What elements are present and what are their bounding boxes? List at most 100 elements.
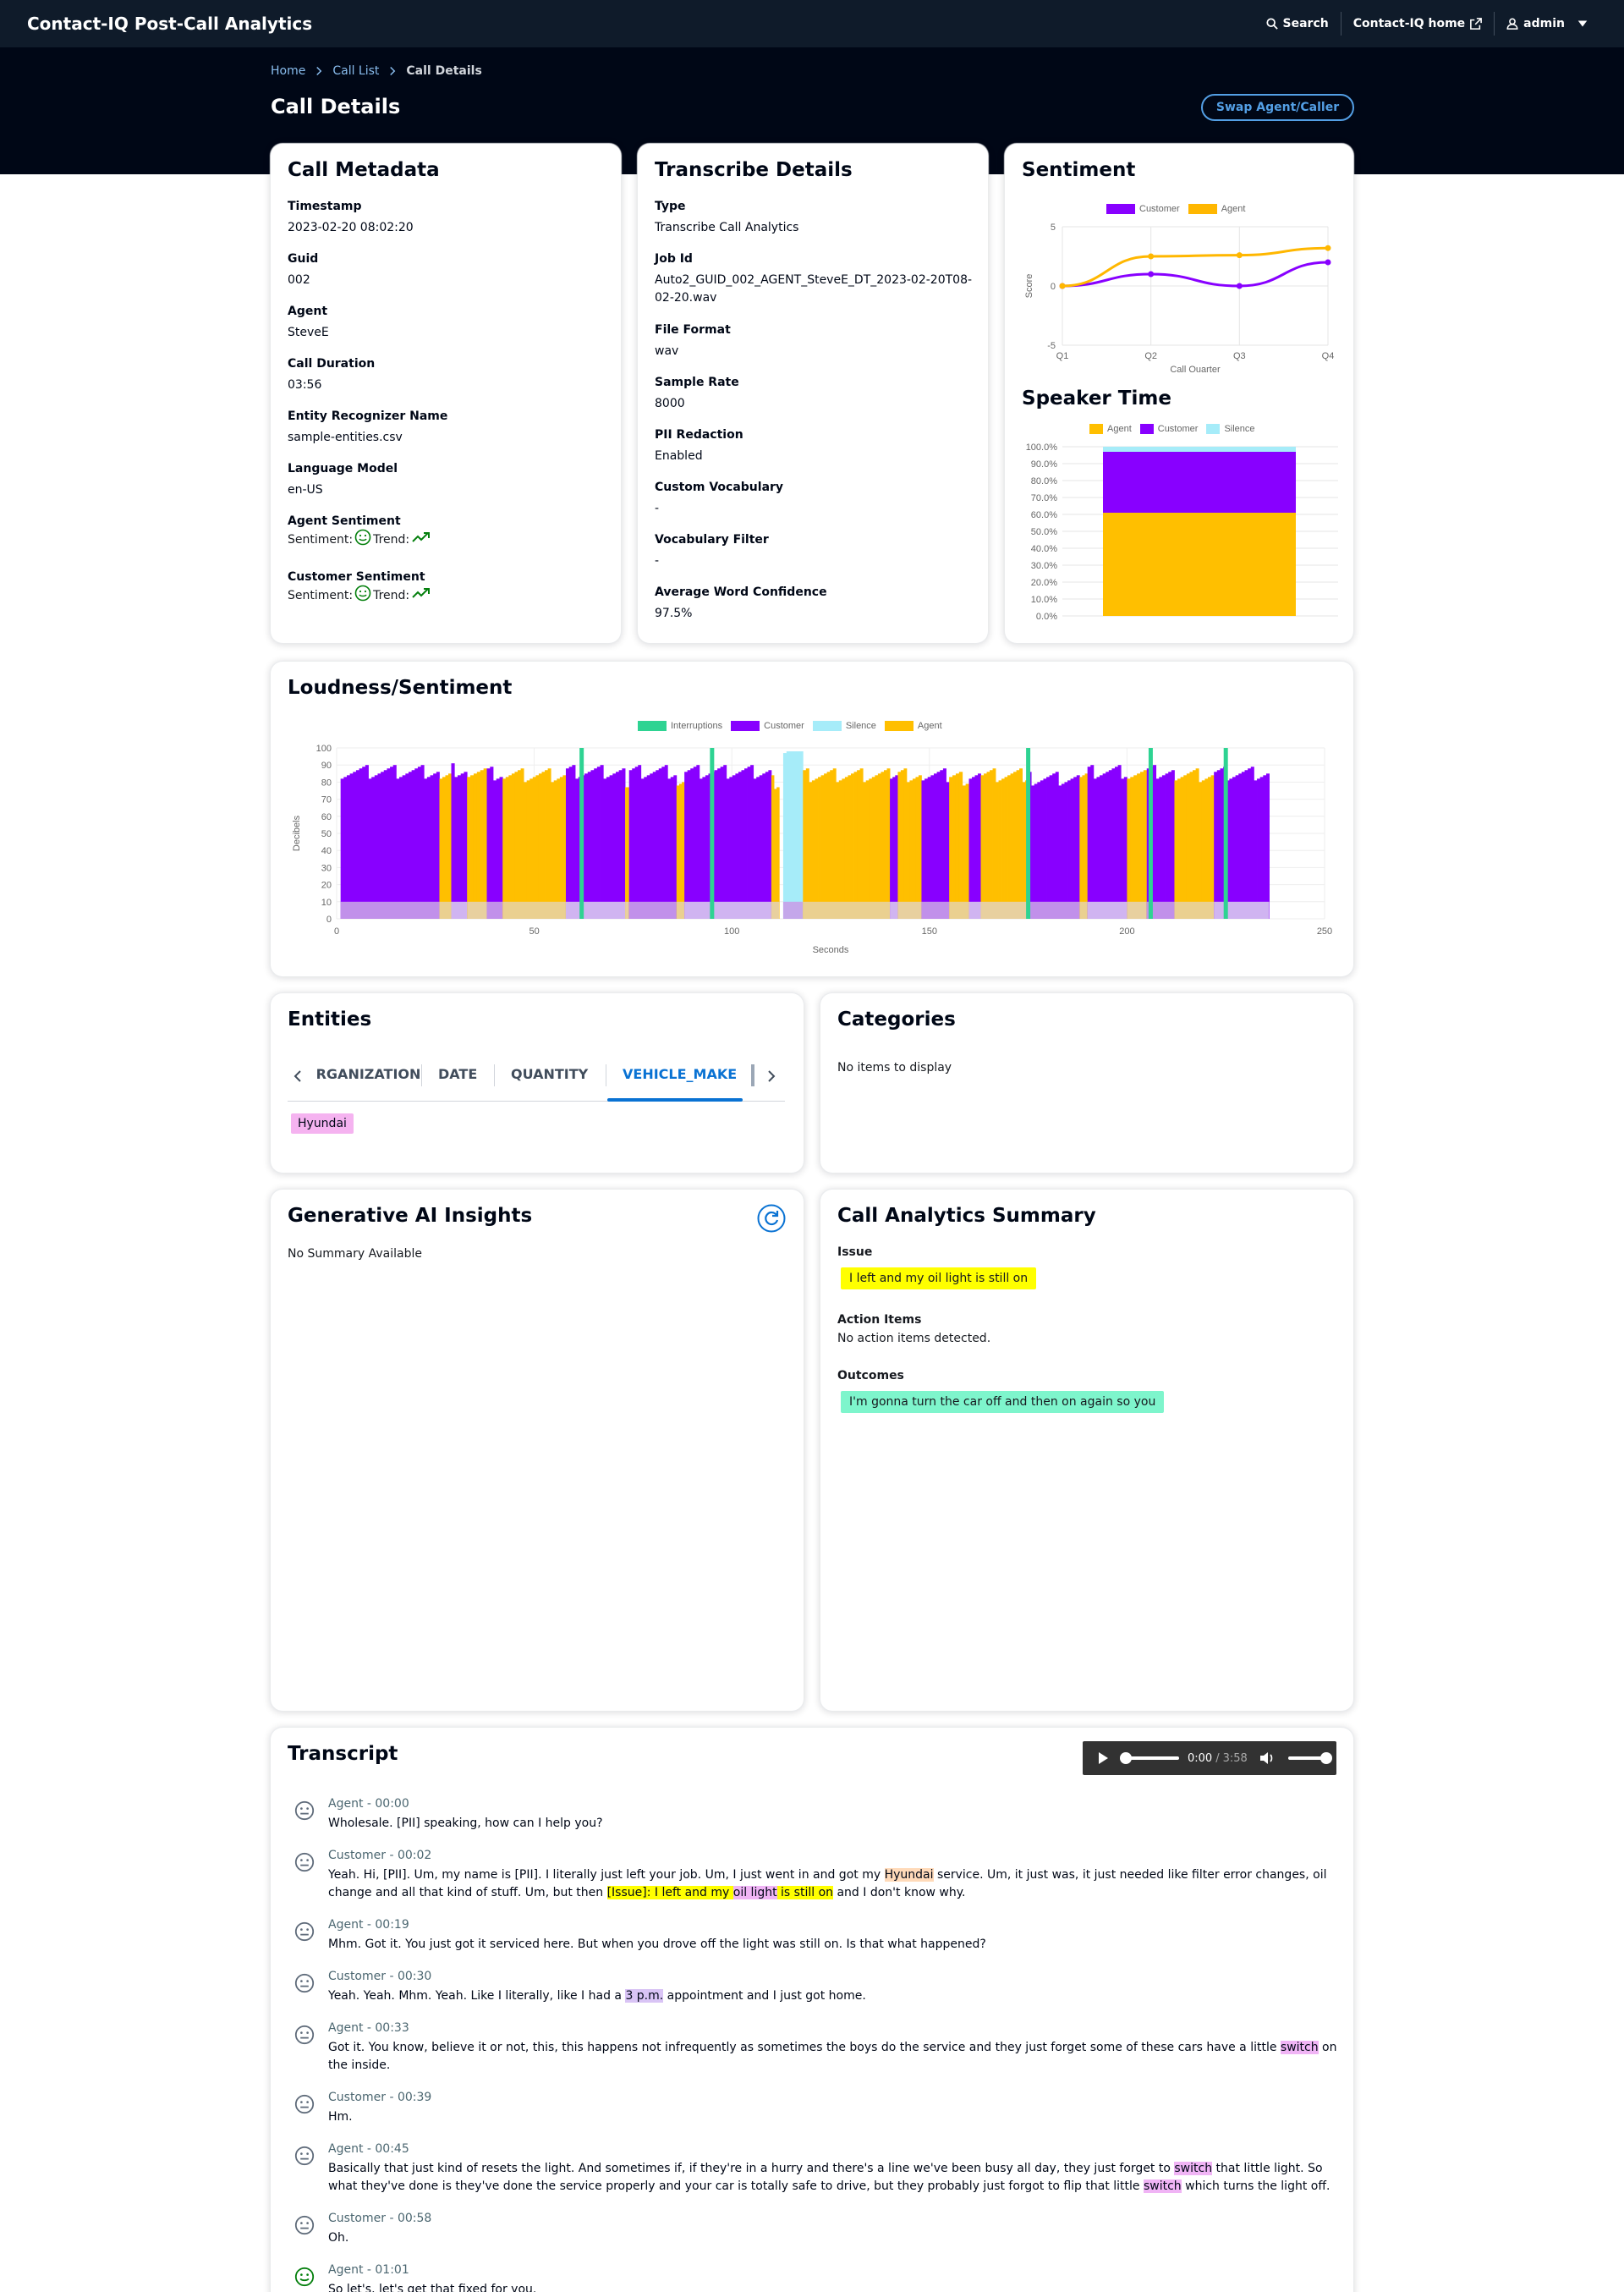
chevron-right-icon[interactable] <box>765 1069 778 1083</box>
legend-label: Agent <box>917 721 942 731</box>
loudness-bar <box>1004 777 1008 919</box>
breadcrumb-home[interactable]: Home <box>271 64 306 78</box>
utterance-text: Yeah. Yeah. Mhm. Yeah. Like I literally,… <box>328 1987 1343 2005</box>
transcript-turn: Agent - 00:00 Wholesale. [PII] speaking, … <box>294 1797 1309 1849</box>
seek-bar[interactable] <box>1120 1752 1179 1764</box>
speaker-timestamp[interactable]: Customer - 00:58 <box>328 2212 432 2225</box>
loudness-bar <box>765 772 769 919</box>
home-link[interactable]: Contact-IQ home <box>1340 12 1494 36</box>
loudness-bar <box>490 767 494 919</box>
tab-vehicle-make[interactable]: VEHICLE_MAKE <box>623 1066 738 1082</box>
loudness-bar <box>396 778 400 919</box>
search-label: Search <box>1282 17 1329 30</box>
loudness-bar <box>690 768 694 919</box>
play-icon[interactable] <box>1096 1751 1110 1765</box>
text-segment: Basically that just kind of resets the l… <box>328 2162 1175 2175</box>
search-link[interactable]: Search <box>1254 12 1341 36</box>
loudness-bar <box>682 782 685 919</box>
speaker-timestamp[interactable]: Agent - 00:00 <box>328 1797 409 1811</box>
legend-item-silence[interactable]: Silence <box>812 721 876 731</box>
y-tick-label: 90 <box>321 761 332 771</box>
field-file-format: File Format wav <box>655 323 731 360</box>
audio-player[interactable]: 0:00 / 3:58 <box>1083 1741 1336 1775</box>
tab-organization[interactable]: ORGANIZATION <box>316 1066 421 1082</box>
loudness-bar <box>559 777 563 919</box>
smile-icon <box>354 529 371 546</box>
card-title: Transcript <box>288 1743 398 1765</box>
loudness-bar <box>1058 785 1062 919</box>
legend-swatch <box>812 721 842 731</box>
neutral-face-icon <box>294 2146 315 2166</box>
legend-item-customer[interactable]: Customer <box>1139 424 1198 434</box>
home-label: Contact-IQ home <box>1352 17 1466 30</box>
loudness-bar <box>1121 778 1125 919</box>
field-value: wav <box>655 344 679 358</box>
loudness-bar <box>414 768 419 919</box>
loudness-bar <box>974 775 979 919</box>
speaker-timestamp[interactable]: Agent - 01:01 <box>328 2263 409 2277</box>
neutral-face-icon <box>294 1852 315 1872</box>
loudness-bar <box>551 782 555 919</box>
trend-up-icon <box>412 588 431 598</box>
loudness-bar <box>924 778 929 919</box>
loudness-bar <box>1090 765 1095 919</box>
loudness-bar <box>741 770 745 919</box>
chevron-left-icon[interactable] <box>291 1069 304 1083</box>
speaker-timestamp[interactable]: Agent - 00:19 <box>328 1918 409 1932</box>
loudness-bar <box>541 772 546 919</box>
text-segment: appointment and I just got home. <box>663 1989 866 2003</box>
legend-item-interruptions[interactable]: Interruptions <box>638 721 722 731</box>
loudness-bar <box>426 777 431 919</box>
loudness-bar <box>343 777 348 919</box>
text-segment: Yeah. Yeah. Mhm. Yeah. Like I literally,… <box>328 1989 626 2003</box>
legend-item-agent[interactable]: Agent <box>884 721 942 731</box>
legend-item-agent[interactable]: Agent <box>1089 424 1132 434</box>
text-segment: Mhm. Got it. You just got it serviced he… <box>328 1937 986 1951</box>
loudness-bar <box>815 778 819 919</box>
speaker-timestamp[interactable]: Agent - 00:33 <box>328 2021 409 2035</box>
volume-handle[interactable] <box>1320 1752 1332 1764</box>
loudness-bar <box>638 765 642 919</box>
loudness-bar <box>424 778 428 919</box>
utterance-text: Mhm. Got it. You just got it serviced he… <box>328 1936 1343 1954</box>
legend-item-silence[interactable]: Silence <box>1206 424 1255 434</box>
loudness-bar <box>1070 778 1074 919</box>
interruption-marker <box>1026 748 1031 919</box>
loudness-bar <box>978 773 981 919</box>
speaker-timestamp[interactable]: Customer - 00:30 <box>328 1970 432 1983</box>
legend-item-customer[interactable]: Customer <box>731 721 804 731</box>
legend-swatch <box>1106 204 1135 214</box>
volume-slider[interactable] <box>1287 1752 1332 1764</box>
field-value: en-US <box>288 483 323 497</box>
speaker-timestamp[interactable]: Customer - 00:02 <box>328 1849 432 1862</box>
seek-handle[interactable] <box>1120 1752 1132 1764</box>
loudness-bar <box>368 778 372 919</box>
breadcrumb-call-list[interactable]: Call List <box>332 64 380 78</box>
legend-item-customer[interactable]: Customer <box>1106 204 1180 214</box>
issue-badge: I left and my oil light is still on <box>841 1267 1037 1289</box>
loudness-bar <box>776 787 780 919</box>
app-title[interactable]: Contact-IQ Post-Call Analytics <box>27 14 313 34</box>
tab-date[interactable]: DATE <box>438 1066 478 1082</box>
y-tick-label: 30.0% <box>1031 561 1057 571</box>
volume-icon[interactable] <box>1259 1751 1275 1765</box>
speaker-timestamp[interactable]: Customer - 00:39 <box>328 2091 432 2104</box>
loudness-bar <box>720 767 724 919</box>
text-segment: on the inside. <box>328 2041 1337 2072</box>
swap-agent-caller-button[interactable]: Swap Agent/Caller <box>1201 94 1354 121</box>
field-label: PII Redaction <box>655 428 743 442</box>
user-menu[interactable]: admin <box>1494 12 1600 36</box>
legend-item-agent[interactable]: Agent <box>1188 204 1245 214</box>
loudness-bar <box>958 772 963 919</box>
sentiment-strip <box>565 901 626 919</box>
sentiment-row: Sentiment: Trend: <box>288 585 431 602</box>
refresh-icon[interactable] <box>756 1203 787 1234</box>
loudness-bar <box>644 777 648 919</box>
loudness-bar <box>968 778 973 919</box>
y-tick-label: 50.0% <box>1031 527 1057 537</box>
current-time: 0:00 <box>1188 1751 1213 1765</box>
loudness-bar <box>863 782 867 919</box>
tab-quantity[interactable]: QUANTITY <box>511 1066 589 1082</box>
series-line-customer <box>1062 261 1329 288</box>
speaker-timestamp[interactable]: Agent - 00:45 <box>328 2142 409 2156</box>
